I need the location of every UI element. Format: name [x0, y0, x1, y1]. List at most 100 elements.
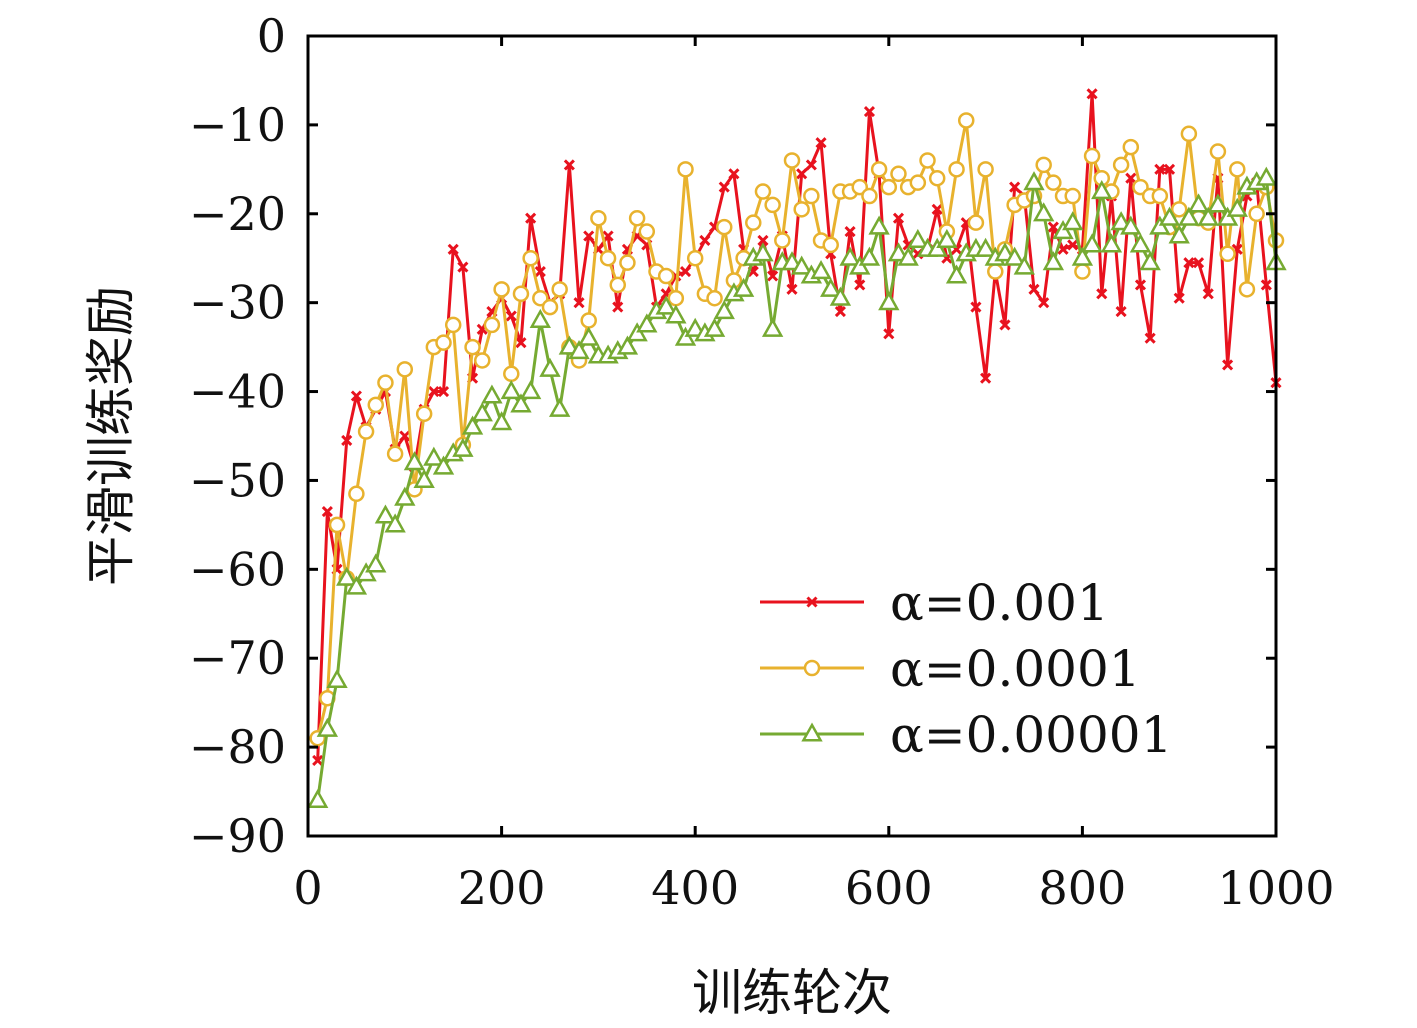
data-point — [348, 485, 365, 503]
data-point — [967, 214, 985, 231]
data-point — [386, 445, 404, 463]
data-point — [341, 434, 353, 447]
data-point — [677, 161, 694, 178]
data-point — [1074, 263, 1091, 280]
data-point — [636, 313, 658, 333]
data-point — [512, 285, 530, 303]
legend-label: α=0.00001 — [890, 706, 1172, 764]
x-tick-label: 1000 — [1217, 861, 1334, 915]
data-point — [783, 152, 801, 169]
data-point — [1091, 179, 1113, 200]
data-point — [428, 385, 440, 398]
data-point — [793, 201, 810, 218]
data-point — [703, 317, 726, 337]
legend: α=0.001 α=0.0001 α=0.00001 — [760, 574, 1172, 764]
data-point — [1139, 251, 1161, 271]
data-point — [1100, 233, 1123, 253]
data-point — [936, 228, 958, 248]
data-point — [493, 281, 510, 298]
data-point — [732, 277, 755, 297]
data-point — [907, 228, 929, 248]
data-point — [602, 230, 614, 242]
data-point — [384, 513, 406, 533]
data-point — [1023, 171, 1045, 191]
data-point — [987, 263, 1004, 280]
data-point — [1112, 156, 1130, 174]
data-point — [728, 168, 740, 180]
data-point — [326, 668, 348, 688]
data-point — [1168, 224, 1190, 244]
data-point — [483, 316, 501, 334]
data-point — [345, 575, 368, 595]
data-point — [1151, 187, 1169, 205]
data-point — [1062, 211, 1084, 231]
data-point — [839, 246, 861, 266]
data-point — [399, 430, 411, 442]
data-point — [1064, 187, 1081, 205]
data-point — [1222, 359, 1234, 371]
legend-label: α=0.001 — [890, 574, 1109, 632]
data-point — [568, 339, 590, 360]
data-point — [534, 265, 546, 278]
series-3 — [306, 166, 1287, 808]
data-point — [1170, 201, 1188, 218]
data-point — [1260, 279, 1272, 291]
data-point — [665, 304, 687, 324]
data-point — [1067, 239, 1079, 251]
data-point — [1229, 161, 1246, 178]
data-point — [1183, 257, 1195, 269]
data-point — [1134, 279, 1147, 291]
data-point — [612, 301, 624, 313]
data-point — [815, 137, 827, 149]
data-point — [655, 295, 677, 315]
y-tick-label: −70 — [189, 631, 286, 685]
data-point — [767, 270, 779, 282]
data-point — [1122, 138, 1140, 156]
data-point — [1003, 246, 1026, 266]
data-point — [757, 234, 769, 247]
data-point — [754, 183, 772, 200]
y-tick-label: −20 — [189, 187, 286, 241]
y-tick-label: −30 — [189, 276, 286, 330]
data-point — [1028, 283, 1040, 295]
y-tick-label: 0 — [257, 9, 286, 63]
data-point — [863, 105, 876, 118]
data-point — [764, 196, 781, 214]
data-point — [558, 335, 581, 355]
data-point — [1042, 251, 1065, 271]
data-point — [980, 372, 992, 384]
plot-frame — [306, 34, 1278, 838]
data-point — [890, 165, 907, 183]
data-point — [529, 308, 552, 328]
data-point — [829, 286, 852, 306]
data-point — [790, 255, 813, 275]
data-point — [374, 504, 397, 524]
data-point — [803, 187, 820, 205]
data-point — [510, 393, 532, 413]
data-point — [1125, 172, 1137, 184]
data-point — [457, 261, 469, 273]
data-point — [609, 276, 627, 294]
data-point — [880, 178, 898, 196]
data-point — [834, 305, 846, 318]
axis-ticks: 0 200 400 600 800 1000 0 −10 −20 −30 −40 −50 −60 −70 −… — [189, 9, 1335, 915]
data-point — [616, 335, 639, 355]
data-point — [699, 234, 711, 247]
data-point — [1248, 205, 1265, 223]
data-point — [977, 161, 994, 178]
data-point — [367, 396, 385, 414]
data-point — [1207, 193, 1229, 213]
data-point — [774, 232, 791, 249]
data-point — [481, 384, 503, 404]
data-point — [1110, 211, 1132, 231]
data-point — [919, 152, 936, 169]
data-point — [1180, 125, 1198, 143]
data-point — [974, 237, 997, 257]
legend-entry-1: α=0.001 — [760, 574, 1109, 632]
data-point — [883, 328, 895, 340]
data-point — [931, 203, 943, 215]
data-point — [892, 212, 905, 224]
y-axis-title: 平滑训练奖励 — [82, 286, 140, 586]
